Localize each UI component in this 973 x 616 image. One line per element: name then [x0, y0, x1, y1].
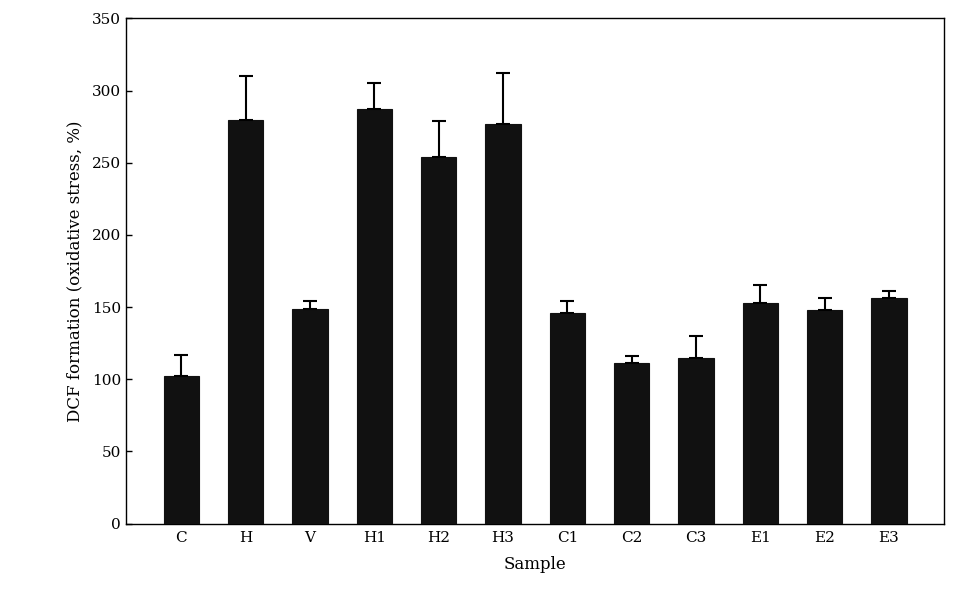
Bar [357, 110, 392, 524]
Bar [421, 157, 456, 524]
X-axis label: Sample: Sample [504, 556, 566, 573]
Bar [678, 358, 713, 524]
Y-axis label: DCF formation (oxidative stress, %): DCF formation (oxidative stress, %) [66, 120, 84, 422]
Bar [807, 310, 843, 524]
Bar [292, 309, 328, 524]
Bar [486, 124, 521, 524]
Bar [742, 303, 778, 524]
Bar [228, 120, 264, 524]
Bar [871, 299, 907, 524]
Bar [614, 363, 649, 524]
Bar [163, 376, 199, 524]
Bar [550, 313, 585, 524]
